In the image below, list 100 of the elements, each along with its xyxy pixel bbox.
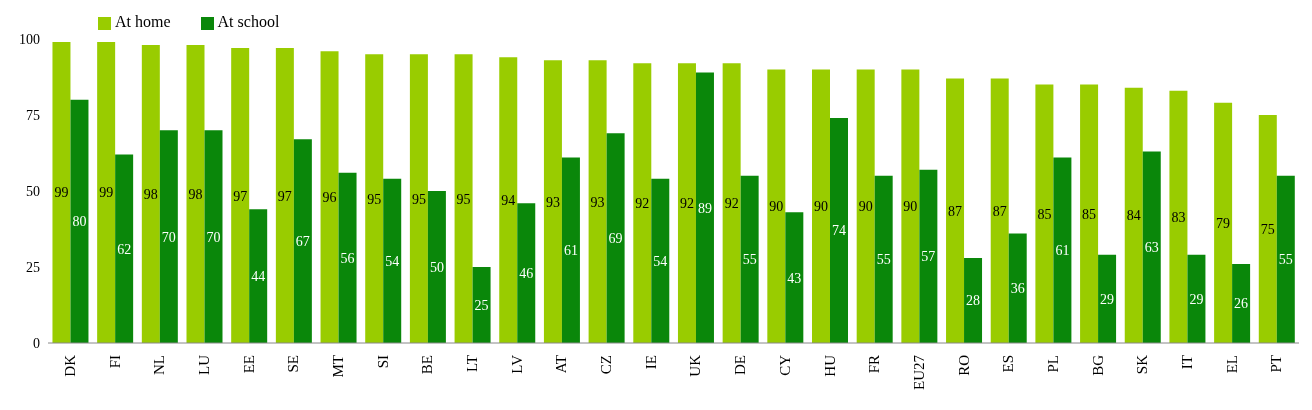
x-tick-label: IT <box>1178 355 1195 370</box>
bar <box>964 257 983 343</box>
bar <box>249 209 268 343</box>
data-label: 54 <box>385 253 400 269</box>
x-tick-label: DE <box>732 355 749 375</box>
data-label: 85 <box>1082 206 1097 222</box>
bar <box>454 54 473 343</box>
data-label: 56 <box>340 250 355 266</box>
x-tick-label: SE <box>285 355 302 373</box>
bar <box>606 133 625 343</box>
data-label: 87 <box>992 203 1007 219</box>
data-label: 55 <box>876 252 891 268</box>
bar <box>499 57 518 343</box>
bar <box>472 267 491 343</box>
bar <box>186 45 205 343</box>
bar <box>141 45 160 343</box>
data-label: 93 <box>545 194 560 210</box>
data-label: 92 <box>724 196 739 212</box>
bar <box>633 63 652 343</box>
bar <box>1169 90 1188 343</box>
x-tick-label: PL <box>1044 355 1061 373</box>
bar <box>785 212 804 343</box>
data-label: 96 <box>322 190 337 206</box>
data-label: 50 <box>429 259 444 275</box>
bar <box>856 69 875 343</box>
bar <box>70 99 89 343</box>
bar <box>115 154 134 343</box>
data-label: 54 <box>653 253 668 269</box>
data-label: 28 <box>966 293 981 309</box>
bar <box>1232 263 1251 343</box>
x-tick-label: DK <box>61 354 78 377</box>
y-tick-label: 75 <box>26 107 40 123</box>
bar <box>1187 254 1206 343</box>
x-tick-label: PT <box>1268 355 1285 373</box>
bar <box>1098 254 1117 343</box>
bar <box>1124 87 1143 343</box>
x-tick-label: AT <box>553 355 570 374</box>
data-label: 67 <box>295 234 310 250</box>
bar <box>1276 175 1295 343</box>
bar <box>651 178 670 343</box>
bar <box>204 130 223 343</box>
bar <box>946 78 965 343</box>
data-label: 90 <box>858 199 873 215</box>
bar <box>383 178 402 343</box>
data-label: 55 <box>742 252 757 268</box>
x-tick-label: LT <box>464 355 481 372</box>
data-label: 99 <box>54 185 69 201</box>
x-tick-label: ES <box>1000 355 1017 373</box>
x-tick-label: BG <box>1089 354 1106 376</box>
bar <box>901 69 920 343</box>
legend-label: At school <box>217 13 280 30</box>
data-label: 62 <box>117 241 132 257</box>
data-label: 79 <box>1216 215 1231 231</box>
bar <box>740 175 759 343</box>
x-tick-label: HU <box>821 354 838 377</box>
bar <box>427 191 446 343</box>
bar <box>722 63 741 343</box>
bar <box>338 172 357 343</box>
x-tick-label: EL <box>1223 355 1240 374</box>
bar <box>1258 115 1277 343</box>
data-label: 29 <box>1100 291 1115 307</box>
bar <box>919 169 938 343</box>
bar <box>543 60 562 343</box>
data-label: 93 <box>590 194 605 210</box>
bar <box>874 175 893 343</box>
bar <box>588 60 607 343</box>
bar <box>52 42 71 343</box>
bar <box>517 203 536 343</box>
bar <box>97 42 116 343</box>
data-label: 70 <box>161 229 176 245</box>
bar <box>695 72 714 343</box>
data-label: 75 <box>1260 221 1275 237</box>
data-label: 83 <box>1171 209 1186 225</box>
data-label: 85 <box>1037 206 1052 222</box>
data-label: 90 <box>903 199 918 215</box>
bar <box>409 54 428 343</box>
bar <box>677 63 696 343</box>
x-tick-label: RO <box>955 354 972 376</box>
y-tick-label: 25 <box>26 259 40 275</box>
x-tick-label: EE <box>240 355 257 374</box>
bar <box>830 118 848 343</box>
bar <box>231 48 250 343</box>
x-tick-label: SI <box>374 355 391 369</box>
data-label: 43 <box>787 270 802 286</box>
x-tick-label: EU27 <box>910 354 927 390</box>
x-tick-label: LU <box>196 354 213 375</box>
data-label: 92 <box>679 196 694 212</box>
data-label: 98 <box>188 187 203 203</box>
y-tick-label: 100 <box>19 31 40 47</box>
data-label: 80 <box>72 214 87 230</box>
data-label: 44 <box>251 269 266 285</box>
data-label: 89 <box>697 200 712 216</box>
bar <box>1142 151 1161 343</box>
data-label: 74 <box>832 223 846 239</box>
x-tick-label: FI <box>106 355 123 369</box>
data-label: 46 <box>519 266 534 282</box>
data-label: 25 <box>474 297 489 313</box>
bar <box>293 139 312 343</box>
data-label: 61 <box>1055 243 1070 259</box>
bar <box>561 157 580 343</box>
